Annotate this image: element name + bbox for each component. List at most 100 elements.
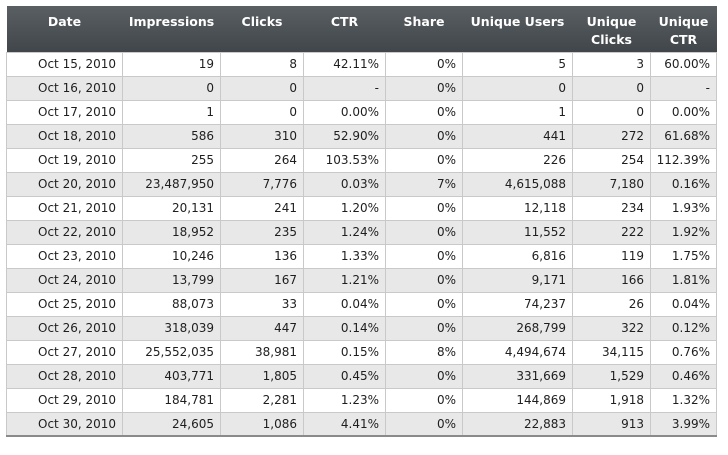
share-cell: 0% xyxy=(385,315,463,341)
unique-users-cell: 6,816 xyxy=(462,243,573,269)
unique-clicks-cell: 1,529 xyxy=(572,363,651,389)
table-row: Oct 26, 2010 318,039 447 0.14% 0% 268,799 322 0… xyxy=(6,315,717,341)
date-cell: Oct 17, 2010 xyxy=(6,99,123,125)
column-header-impressions[interactable]: Impressions xyxy=(128,14,215,29)
unique-users-cell: 268,799 xyxy=(462,315,573,341)
unique-users-cell: 9,171 xyxy=(462,267,573,293)
share-cell: 0% xyxy=(385,411,463,437)
table-row: Oct 25, 2010 88,073 33 0.04% 0% 74,237 26 0.04% xyxy=(6,291,717,317)
unique-clicks-cell: 234 xyxy=(572,195,651,221)
unique-ctr-cell: 0.00% xyxy=(650,99,717,125)
share-cell: 7% xyxy=(385,171,463,197)
unique-clicks-cell: 0 xyxy=(572,75,651,101)
column-header-ctr[interactable]: CTR xyxy=(330,14,359,29)
header-row: Date Impressions Clicks CTR Share Unique… xyxy=(6,6,717,52)
unique-ctr-cell: 0.16% xyxy=(650,171,717,197)
clicks-cell: 264 xyxy=(220,147,304,173)
unique-ctr-cell: 3.99% xyxy=(650,411,717,437)
unique-ctr-cell: - xyxy=(650,75,717,101)
clicks-cell: 136 xyxy=(220,243,304,269)
impressions-cell: 184,781 xyxy=(122,387,221,413)
unique-clicks-cell: 119 xyxy=(572,243,651,269)
column-header-unique-users[interactable]: Unique Users xyxy=(470,14,565,29)
column-header-share[interactable]: Share xyxy=(403,14,445,29)
unique-clicks-cell: 166 xyxy=(572,267,651,293)
table-row: Oct 24, 2010 13,799 167 1.21% 0% 9,171 166 1.81… xyxy=(6,267,717,293)
impressions-cell: 19 xyxy=(122,51,221,77)
unique-clicks-cell: 913 xyxy=(572,411,651,437)
table-row: Oct 29, 2010 184,781 2,281 1.23% 0% 144,869 1,… xyxy=(6,387,717,413)
clicks-cell: 0 xyxy=(220,99,304,125)
unique-ctr-cell: 60.00% xyxy=(650,51,717,77)
date-cell: Oct 19, 2010 xyxy=(6,147,123,173)
unique-clicks-cell: 322 xyxy=(572,315,651,341)
clicks-cell: 241 xyxy=(220,195,304,221)
date-cell: Oct 16, 2010 xyxy=(6,75,123,101)
unique-clicks-cell: 26 xyxy=(572,291,651,317)
ctr-cell: 1.23% xyxy=(303,387,386,413)
clicks-cell: 8 xyxy=(220,51,304,77)
table-row: Oct 22, 2010 18,952 235 1.24% 0% 11,552 222 1.9… xyxy=(6,219,717,245)
unique-clicks-cell: 34,115 xyxy=(572,339,651,365)
ctr-cell: 0.45% xyxy=(303,363,386,389)
unique-users-cell: 5 xyxy=(462,51,573,77)
impressions-cell: 24,605 xyxy=(122,411,221,437)
share-cell: 0% xyxy=(385,387,463,413)
share-cell: 0% xyxy=(385,363,463,389)
unique-ctr-cell: 0.12% xyxy=(650,315,717,341)
ctr-cell: 0.14% xyxy=(303,315,386,341)
date-cell: Oct 20, 2010 xyxy=(6,171,123,197)
date-cell: Oct 15, 2010 xyxy=(6,51,123,77)
unique-ctr-cell: 0.04% xyxy=(650,291,717,317)
unique-users-cell: 331,669 xyxy=(462,363,573,389)
unique-users-cell: 4,494,674 xyxy=(462,339,573,365)
column-header-clicks[interactable]: Clicks xyxy=(241,14,283,29)
table-row: Oct 28, 2010 403,771 1,805 0.45% 0% 331,669 1,… xyxy=(6,363,717,389)
ctr-cell: 1.33% xyxy=(303,243,386,269)
table-row: Oct 18, 2010 586 310 52.90% 0% 441 272 61.68% xyxy=(6,123,717,149)
column-header-unique-ctr[interactable]: Unique CTR xyxy=(658,14,709,47)
ctr-cell: 0.04% xyxy=(303,291,386,317)
column-header-unique-clicks[interactable]: Unique Clicks xyxy=(586,14,637,47)
unique-ctr-cell: 1.81% xyxy=(650,267,717,293)
clicks-cell: 447 xyxy=(220,315,304,341)
unique-users-cell: 1 xyxy=(462,99,573,125)
unique-users-cell: 441 xyxy=(462,123,573,149)
impressions-cell: 255 xyxy=(122,147,221,173)
unique-ctr-cell: 0.46% xyxy=(650,363,717,389)
share-cell: 0% xyxy=(385,243,463,269)
ctr-cell: 1.20% xyxy=(303,195,386,221)
clicks-cell: 0 xyxy=(220,75,304,101)
column-header-date[interactable]: Date xyxy=(47,14,82,29)
table-row: Oct 27, 2010 25,552,035 38,981 0.15% 8% 4,494… xyxy=(6,339,717,365)
share-cell: 0% xyxy=(385,267,463,293)
ctr-cell: 0.00% xyxy=(303,99,386,125)
unique-users-cell: 11,552 xyxy=(462,219,573,245)
share-cell: 8% xyxy=(385,339,463,365)
date-cell: Oct 30, 2010 xyxy=(6,411,123,437)
impressions-cell: 10,246 xyxy=(122,243,221,269)
ctr-cell: - xyxy=(303,75,386,101)
share-cell: 0% xyxy=(385,291,463,317)
ctr-cell: 52.90% xyxy=(303,123,386,149)
impressions-cell: 20,131 xyxy=(122,195,221,221)
impressions-cell: 13,799 xyxy=(122,267,221,293)
unique-ctr-cell: 1.75% xyxy=(650,243,717,269)
share-cell: 0% xyxy=(385,147,463,173)
unique-users-cell: 144,869 xyxy=(462,387,573,413)
impressions-cell: 1 xyxy=(122,99,221,125)
table-row: Oct 20, 2010 23,487,950 7,776 0.03% 7% 4,615,… xyxy=(6,171,717,197)
ctr-cell: 42.11% xyxy=(303,51,386,77)
impressions-cell: 586 xyxy=(122,123,221,149)
stats-table-container: Date Impressions Clicks CTR Share Unique… xyxy=(6,6,717,437)
share-cell: 0% xyxy=(385,219,463,245)
impressions-cell: 25,552,035 xyxy=(122,339,221,365)
unique-users-cell: 226 xyxy=(462,147,573,173)
date-cell: Oct 29, 2010 xyxy=(6,387,123,413)
table-row: Oct 17, 2010 1 0 0.00% 0% 1 0 0.00% xyxy=(6,99,717,125)
share-cell: 0% xyxy=(385,75,463,101)
ctr-cell: 0.15% xyxy=(303,339,386,365)
date-cell: Oct 28, 2010 xyxy=(6,363,123,389)
share-cell: 0% xyxy=(385,123,463,149)
share-cell: 0% xyxy=(385,195,463,221)
